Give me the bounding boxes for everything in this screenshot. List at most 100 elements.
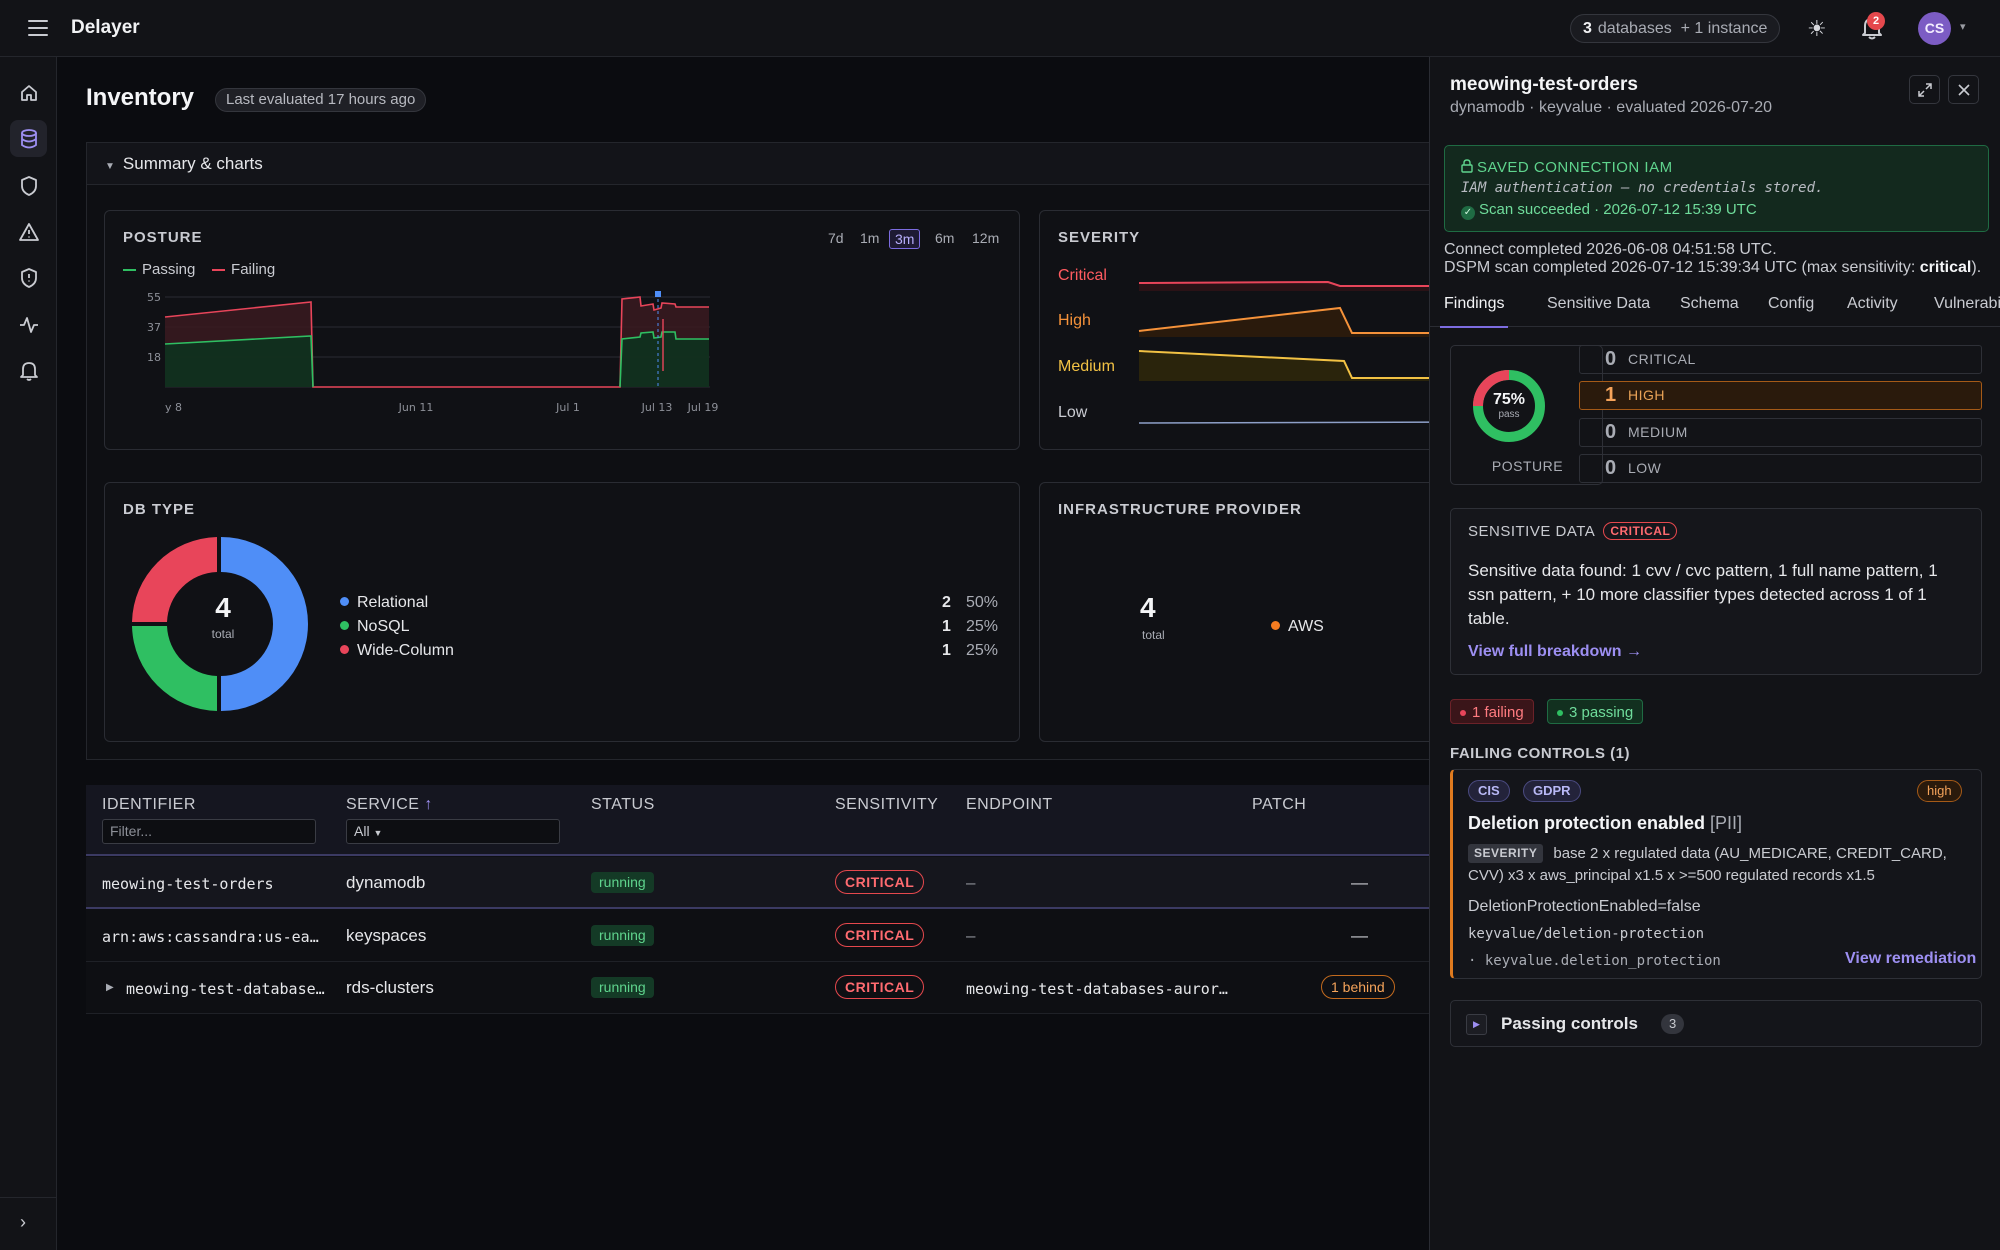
menu-icon[interactable] — [28, 20, 48, 36]
scan-status-text: Scan succeeded · 2026-07-12 15:39 UTC — [1479, 201, 1757, 218]
column-status[interactable]: STATUS — [591, 796, 655, 813]
status-badge: running — [591, 925, 654, 946]
failing-control-card[interactable]: CIS GDPR high Deletion protection enable… — [1450, 769, 1982, 979]
column-endpoint[interactable]: ENDPOINT — [966, 796, 1053, 813]
range-1m[interactable]: 1m — [860, 230, 880, 246]
database-icon[interactable] — [10, 120, 47, 157]
control-key: · keyvalue.deletion_protection — [1468, 953, 1721, 969]
severity-low-label: Low — [1058, 404, 1088, 421]
warning-icon[interactable] — [10, 213, 47, 250]
summary-section: ▼ Summary & charts POSTURE 7d 1m 3m 6m 12… — [86, 142, 1480, 760]
expand-icon[interactable] — [1909, 75, 1940, 104]
shield-alert-icon[interactable] — [10, 259, 47, 296]
view-full-breakdown-link[interactable]: View full breakdown → — [1468, 643, 1642, 660]
row-service: keyspaces — [346, 926, 427, 945]
expand-triangle-icon: ▶ — [1466, 1014, 1487, 1035]
tab-vulnerabilities[interactable]: Vulnerabi — [1934, 295, 2000, 312]
database-label: databases — [1597, 20, 1672, 37]
tab-schema[interactable]: Schema — [1680, 295, 1739, 312]
db-type-donut — [132, 537, 308, 711]
legend-wide-column-label: Wide-Column — [357, 642, 454, 659]
severity-count-critical[interactable]: 0 CRITICAL — [1579, 345, 1982, 374]
db-type-total-label: total — [211, 627, 235, 641]
panel-tabs: Findings Sensitive Data Schema Config Ac… — [1430, 287, 2000, 328]
activity-icon[interactable] — [10, 306, 47, 343]
severity-count-low[interactable]: 0 LOW — [1579, 454, 1982, 483]
scan-status: ✓ Scan succeeded · 2026-07-12 15:39 UTC — [1461, 201, 1757, 220]
expand-row-icon[interactable]: ▶ — [106, 982, 114, 993]
column-identifier[interactable]: IDENTIFIER — [102, 796, 196, 813]
panel-title: meowing-test-orders — [1450, 74, 1638, 95]
notification-count-badge: 2 — [1867, 12, 1885, 30]
hover-marker-point — [655, 291, 661, 297]
shield-icon[interactable] — [10, 167, 47, 204]
column-service[interactable]: SERVICE ↑ — [346, 796, 433, 814]
passing-count-chip[interactable]: 3 passing — [1547, 699, 1644, 724]
page-title: Inventory — [86, 84, 195, 111]
identifier-filter-input[interactable]: Filter... — [102, 819, 316, 844]
expand-sidebar-icon[interactable]: › — [20, 1212, 26, 1232]
severity-count-high[interactable]: 1 HIGH — [1579, 381, 1982, 410]
range-7d[interactable]: 7d — [828, 230, 844, 246]
table-row[interactable]: ▶ meowing-test-database… rds-clusters ru… — [86, 962, 1446, 1014]
wide-column-pct: 25% — [966, 642, 999, 659]
range-6m[interactable]: 6m — [935, 230, 955, 246]
column-sensitivity[interactable]: SENSITIVITY — [835, 796, 939, 813]
summary-toggle[interactable]: ▼ Summary & charts — [87, 143, 1445, 185]
passing-line — [164, 331, 709, 388]
db-type-total: 4 — [215, 592, 231, 623]
critical-area — [1139, 282, 1480, 291]
sensitive-critical-badge: CRITICAL — [1603, 522, 1678, 540]
view-remediation-link[interactable]: View remediation — [1845, 950, 1977, 967]
home-icon[interactable] — [10, 74, 47, 111]
severity-formula: base 2 x regulated data (AU_MEDICARE, CR… — [1468, 845, 1947, 884]
y-tick-18: 18 — [147, 351, 161, 364]
infrastructure-card: INFRASTRUCTURE PROVIDER 4 total AWS — [1039, 482, 1479, 742]
theme-toggle-icon[interactable]: ☀ — [1807, 16, 1827, 41]
infrastructure-title: INFRASTRUCTURE PROVIDER — [1058, 501, 1302, 518]
x-tick-jun11: Jun 11 — [398, 401, 434, 414]
row-service: dynamodb — [346, 873, 426, 892]
passing-controls-label: Passing controls — [1501, 1014, 1638, 1033]
severity-tag: SEVERITY — [1468, 844, 1544, 863]
tab-findings[interactable]: Findings — [1440, 295, 1509, 328]
tab-sensitive-data[interactable]: Sensitive Data — [1547, 295, 1651, 312]
sensitivity-badge: CRITICAL — [835, 923, 925, 947]
failing-controls-heading: FAILING CONTROLS (1) — [1450, 745, 1630, 762]
column-patch[interactable]: PATCH — [1252, 796, 1307, 813]
alerts-icon[interactable] — [10, 352, 47, 389]
sidebar-footer: › — [0, 1197, 56, 1250]
top-bar: Delayer 3 databases + 1 instance ☀ 2 CS ▾ — [0, 0, 2000, 57]
close-icon[interactable] — [1948, 75, 1979, 104]
summary-label: Summary & charts — [122, 154, 263, 173]
tab-config[interactable]: Config — [1768, 295, 1815, 312]
control-path: keyvalue/deletion-protection — [1468, 926, 1705, 942]
severity-label: MEDIUM — [1628, 424, 1688, 440]
posture-title: POSTURE — [123, 229, 203, 246]
avatar[interactable]: CS — [1918, 12, 1951, 45]
database-count-pill[interactable]: 3 databases + 1 instance — [1570, 14, 1781, 43]
row-identifier: meowing-test-database… — [126, 980, 325, 998]
check-icon: ✓ — [1461, 206, 1475, 220]
table-row[interactable]: meowing-test-orders dynamodb running CRI… — [86, 857, 1446, 909]
table-row[interactable]: arn:aws:cassandra:us-ea… keyspaces runni… — [86, 910, 1446, 962]
range-3m[interactable]: 3m — [889, 229, 921, 249]
range-12m[interactable]: 12m — [972, 230, 1000, 246]
gdpr-tag: GDPR — [1523, 780, 1581, 802]
legend-nosql-label: NoSQL — [357, 618, 410, 635]
tab-activity[interactable]: Activity — [1847, 295, 1898, 312]
row-endpoint: – — [966, 926, 976, 945]
passing-controls-toggle[interactable]: ▶ Passing controls 3 — [1450, 1000, 1982, 1047]
failing-count-chip[interactable]: 1 failing — [1450, 699, 1534, 724]
x-tick-jul13: Jul 13 — [641, 401, 673, 414]
failing-line — [164, 296, 709, 388]
legend-relational: Relational — [340, 594, 428, 612]
passing-controls-count: 3 — [1661, 1014, 1685, 1034]
severity-count-medium[interactable]: 0 MEDIUM — [1579, 418, 1982, 447]
severity-sparklines — [1138, 280, 1480, 424]
service-filter-select[interactable]: All ▼ — [346, 819, 560, 844]
donut-slice-relational — [221, 537, 308, 711]
legend-nosql: NoSQL — [340, 618, 409, 636]
relational-count: 2 — [942, 594, 951, 611]
chevron-down-icon[interactable]: ▾ — [1960, 21, 1966, 33]
